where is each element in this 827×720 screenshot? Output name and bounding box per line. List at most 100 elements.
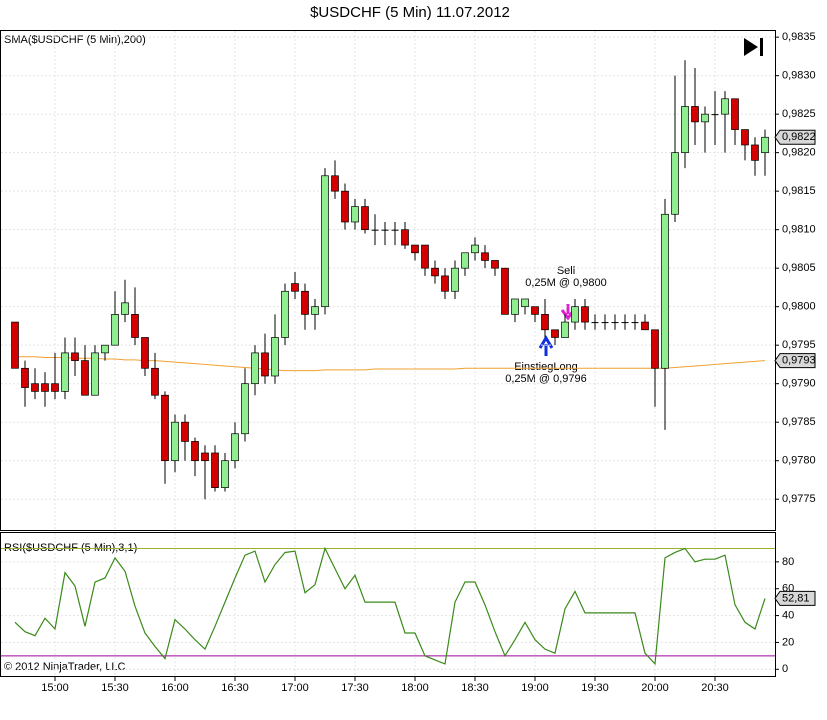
value-badge-label: 52,81 <box>782 592 810 604</box>
x-tick-label: 18:00 <box>401 682 429 694</box>
end-icon[interactable] <box>760 38 763 56</box>
candle-body <box>101 344 109 354</box>
candle-body <box>91 352 99 396</box>
candle-body <box>31 383 39 392</box>
candle-body <box>421 244 429 269</box>
play-end-icon[interactable] <box>744 38 763 56</box>
candle-body <box>661 213 669 369</box>
y-tick-label: 0,9805 <box>782 262 816 274</box>
y-tick-label: 0,9820 <box>782 147 816 159</box>
sma-label: SMA($USDCHF (5 Min),200) <box>4 34 146 46</box>
annotation-detail: 0,25M @ 0,9800 <box>525 277 607 289</box>
candle-body <box>561 321 569 338</box>
candle-body <box>301 290 309 315</box>
candle-body <box>151 367 159 396</box>
y-tick-label: 0,9780 <box>782 455 816 467</box>
rsi-panel <box>0 532 776 677</box>
candle-body <box>681 106 689 154</box>
candle-body <box>231 433 239 462</box>
candle-body <box>721 98 729 115</box>
candle-body <box>181 421 189 442</box>
x-tick-label: 16:00 <box>161 682 189 694</box>
candle-body <box>41 383 49 392</box>
candle-body <box>171 421 179 462</box>
chart-title: $USDCHF (5 Min) 11.07.2012 <box>310 4 510 21</box>
candle-body <box>351 206 359 223</box>
rsi-label: RSI($USDCHF (5 Min),3,1) <box>4 542 137 554</box>
candle-body <box>691 106 699 123</box>
candle-body <box>701 113 709 123</box>
value-badge <box>774 129 816 145</box>
candle-body <box>651 329 659 369</box>
candle-body <box>641 321 649 331</box>
candle-body <box>461 252 469 269</box>
x-tick-label: 20:30 <box>701 682 729 694</box>
x-tick-label: 16:30 <box>221 682 249 694</box>
candle-body <box>81 360 89 396</box>
y-tick-label: 0,9825 <box>782 108 816 120</box>
candle-body <box>211 452 219 488</box>
candle-body <box>241 383 249 435</box>
candle-body <box>591 322 599 324</box>
y-tick-label: 0 <box>782 663 788 675</box>
y-tick-label: 80 <box>782 556 794 568</box>
candle-body <box>71 352 79 361</box>
x-tick-label: 19:30 <box>581 682 609 694</box>
y-tick-label: 0,9775 <box>782 493 816 505</box>
candle-body <box>601 322 609 324</box>
candle-body <box>11 321 19 369</box>
x-tick-label: 17:30 <box>341 682 369 694</box>
rsi-line <box>14 546 766 666</box>
candle-body <box>111 314 119 346</box>
play-icon[interactable] <box>744 38 758 56</box>
candle-body <box>321 175 329 308</box>
candle-body <box>761 136 769 154</box>
candle-body <box>621 322 629 324</box>
candle-body <box>201 452 209 462</box>
candle-body <box>491 260 499 269</box>
candle-body <box>141 337 149 369</box>
x-tick-label: 19:00 <box>521 682 549 694</box>
x-tick-label: 18:30 <box>461 682 489 694</box>
candle-body <box>671 152 679 215</box>
y-tick-label: 40 <box>782 609 794 621</box>
x-tick-label: 17:00 <box>281 682 309 694</box>
candle-body <box>391 229 399 231</box>
annotation-detail: 0,25M @ 0,9796 <box>505 373 587 385</box>
candle-body <box>431 267 439 277</box>
y-tick-label: 0,9800 <box>782 301 816 313</box>
candle-body <box>361 206 369 231</box>
y-tick-label: 0,9795 <box>782 339 816 351</box>
candle-body <box>741 129 749 146</box>
candle-body <box>751 144 759 161</box>
candle-body <box>121 302 129 315</box>
candle-body <box>61 352 69 392</box>
x-tick-label: 15:00 <box>41 682 69 694</box>
value-badge <box>774 353 816 369</box>
candle-body <box>381 229 389 231</box>
copyright: © 2012 NinjaTrader, LLC <box>4 661 125 673</box>
candle-body <box>221 460 229 488</box>
candle-body <box>281 290 289 338</box>
candle-body <box>51 383 59 392</box>
candle-body <box>311 306 319 315</box>
candle-body <box>541 314 549 331</box>
buy-arrow <box>538 335 554 356</box>
candle-body <box>411 244 419 254</box>
candle-body <box>481 252 489 261</box>
y-tick-label: 0,9790 <box>782 378 816 390</box>
x-tick-label: 15:30 <box>101 682 129 694</box>
candle-body <box>631 322 639 324</box>
candle-body <box>611 322 619 324</box>
y-tick-label: 0,9810 <box>782 224 816 236</box>
candle-body <box>581 306 589 323</box>
candle-body <box>501 267 509 315</box>
value-badge-label: 0,9822 <box>782 131 816 143</box>
candle-body <box>511 298 519 315</box>
y-tick-label: 0,9815 <box>782 185 816 197</box>
candle-body <box>571 306 579 323</box>
candle-body <box>441 275 449 292</box>
x-tick-label: 20:00 <box>641 682 669 694</box>
y-tick-label: 0,9830 <box>782 70 816 82</box>
